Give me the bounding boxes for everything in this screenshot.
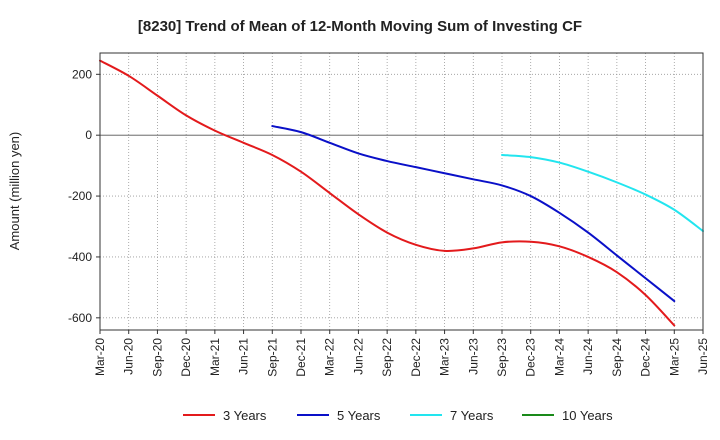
legend-label: 10 Years (562, 408, 613, 423)
x-tick-label: Jun-23 (466, 338, 480, 375)
grid-lines (100, 53, 703, 330)
legend-label: 7 Years (450, 408, 494, 423)
series-line-7-years (501, 153, 704, 233)
x-tick-label: Dec-20 (179, 338, 193, 377)
x-tick-label: Jun-25 (696, 338, 710, 375)
x-tick-label: Jun-22 (351, 338, 365, 375)
x-tick-label: Sep-23 (495, 338, 509, 377)
x-tick-label: Dec-24 (639, 338, 653, 377)
y-axis-label: Amount (million yen) (7, 132, 22, 251)
x-tick-label: Jun-24 (581, 338, 595, 375)
plot-border (99, 52, 704, 331)
x-tick-label: Sep-22 (380, 338, 394, 377)
x-tick-label: Mar-24 (552, 338, 566, 376)
x-tick-label: Sep-24 (610, 338, 624, 377)
y-tick-labels: 200 0 -200 -400 -600 (68, 67, 100, 325)
series-line-3-years (99, 59, 676, 327)
chart-title: [8230] Trend of Mean of 12-Month Moving … (138, 18, 582, 35)
series-lines (99, 59, 704, 327)
x-tick-label: Mar-22 (323, 338, 337, 376)
plot-background (100, 53, 703, 330)
x-tick-label: Sep-20 (150, 338, 164, 377)
legend-label: 3 Years (223, 408, 267, 423)
x-tick-label: Dec-23 (524, 338, 538, 377)
y-tick-label: 200 (72, 67, 92, 81)
x-tick-label: Jun-20 (122, 338, 136, 375)
legend: 3 Years 5 Years 7 Years 10 Years (183, 408, 613, 423)
series-line-5-years (271, 125, 676, 303)
plot-area (100, 53, 703, 330)
x-tick-label: Dec-21 (294, 338, 308, 377)
x-tick-label: Dec-22 (409, 338, 423, 377)
x-tick-label: Mar-25 (667, 338, 681, 376)
legend-label: 5 Years (337, 408, 381, 423)
y-tick-label: 0 (85, 128, 92, 142)
x-tick-label: Mar-23 (438, 338, 452, 376)
x-tick-label: Jun-21 (237, 338, 251, 375)
y-tick-label: -200 (68, 189, 92, 203)
x-tick-labels: Mar-20 Jun-20 Sep-20 Dec-20 Mar-21 Jun-21 Sep-… (93, 330, 710, 377)
x-tick-label: Mar-21 (208, 338, 222, 376)
x-tick-label: Mar-20 (93, 338, 107, 376)
y-tick-label: -600 (68, 311, 92, 325)
x-tick-label: Sep-21 (265, 338, 279, 377)
y-tick-label: -400 (68, 250, 92, 264)
plot-frame (99, 52, 704, 331)
